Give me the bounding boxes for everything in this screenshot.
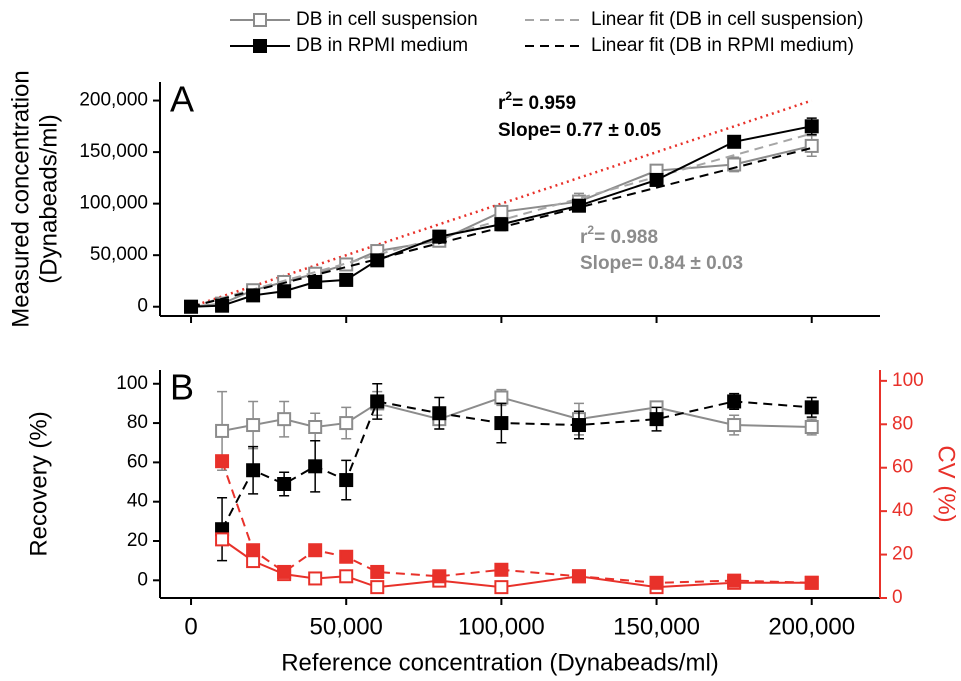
y-tick-label: 100 [116,373,148,394]
data-point [277,284,292,299]
data-point [727,394,742,409]
annotation: r2= 0.988 [580,223,658,248]
data-point [571,418,586,433]
data-point [804,119,819,134]
y-tick-label: 60 [127,451,148,472]
y2-tick-label: 20 [892,544,913,565]
data-point [308,420,323,434]
data-point [804,138,819,153]
y-tick-label: 50,000 [90,244,148,265]
data-point [494,562,509,577]
data-point [308,459,323,474]
y2-tick-label: 40 [892,500,913,521]
y2-tick-label: 60 [892,457,913,478]
data-point [277,412,292,427]
series-line [221,460,812,584]
y2-tick-label: 100 [892,370,924,391]
data-point [804,420,819,434]
panel-label: B [170,367,194,408]
data-point [571,569,586,584]
data-point [494,390,509,405]
data-point [339,473,354,488]
legend-label: Linear fit (DB in cell suspension) [591,9,863,30]
y-tick-label: 150,000 [79,141,148,162]
data-point [215,423,230,438]
y2-tick-label: 0 [892,587,903,608]
annotation-part: = 0.959 [512,93,576,114]
data-point [246,418,261,433]
data-point [339,569,354,584]
data-point [308,274,323,289]
y-tick-label: 0 [137,296,148,317]
annotation-part: = 0.988 [594,227,658,248]
annotation: r2= 0.959 [498,89,576,114]
annotation-part: r [498,93,506,114]
data-point [370,564,385,579]
data-point [432,569,447,584]
data-point [339,272,354,287]
annotation: Slope= 0.77 ± 0.05 [498,120,661,141]
x-tick-label: 150,000 [613,613,700,640]
x-tick-label: 200,000 [768,613,855,640]
data-point [215,454,230,469]
y-axis-title: (Dynabeads/ml) [35,114,62,283]
data-point [339,549,354,564]
y-tick-label: 0 [137,569,148,590]
data-point [727,134,742,149]
data-point [571,198,586,213]
legend-label: Linear fit (DB in RPMI medium) [591,35,854,56]
data-point [804,575,819,590]
reference-line [190,99,813,308]
data-point [649,575,664,590]
data-point [494,204,509,219]
annotation: Slope= 0.84 ± 0.03 [580,253,743,274]
data-point [432,229,447,244]
data-point [308,571,323,586]
data-point [246,463,261,478]
data-point [649,412,664,427]
legend-marker [253,13,267,27]
data-point [277,564,292,579]
y-tick-label: 40 [127,491,148,512]
y-tick-label: 100,000 [79,193,148,214]
data-point [215,298,230,313]
data-point [370,580,385,595]
data-point [246,543,261,558]
data-point [649,172,664,187]
y-tick-label: 20 [127,530,148,551]
x-tick-label: 50,000 [310,613,383,640]
x-axis-title: Reference concentration (Dynabeads/ml) [281,649,719,676]
series-line [190,147,812,308]
data-point [277,477,292,491]
y2-tick-label: 80 [892,413,913,434]
y-tick-label: 200,000 [79,90,148,111]
data-point [308,543,323,558]
annotation-sup: 2 [587,223,594,237]
data-point [432,406,447,421]
annotation-part: Slope= 0.84 ± 0.03 [580,253,743,274]
legend-label: DB in cell suspension [296,9,478,30]
data-point [727,573,742,588]
y-tick-label: 80 [127,412,148,433]
annotation-part: r [580,227,588,248]
data-point [339,416,354,431]
x-tick-label: 100,000 [458,613,545,640]
data-point [215,532,230,547]
data-point [494,416,509,431]
annotation-part: Slope= 0.77 ± 0.05 [498,120,661,141]
data-point [727,418,742,433]
y-axis-title: Measured concentration [7,70,34,327]
legend-marker [253,39,267,53]
y2-axis-title: CV (%) [933,445,960,522]
panel-label: A [170,79,194,120]
annotation-sup: 2 [505,89,512,103]
data-point [494,580,509,595]
legend-label: DB in RPMI medium [296,35,468,56]
y-axis-title: Recovery (%) [25,411,52,556]
data-point [804,400,819,415]
x-tick-label: 0 [184,613,197,640]
data-point [370,394,385,409]
